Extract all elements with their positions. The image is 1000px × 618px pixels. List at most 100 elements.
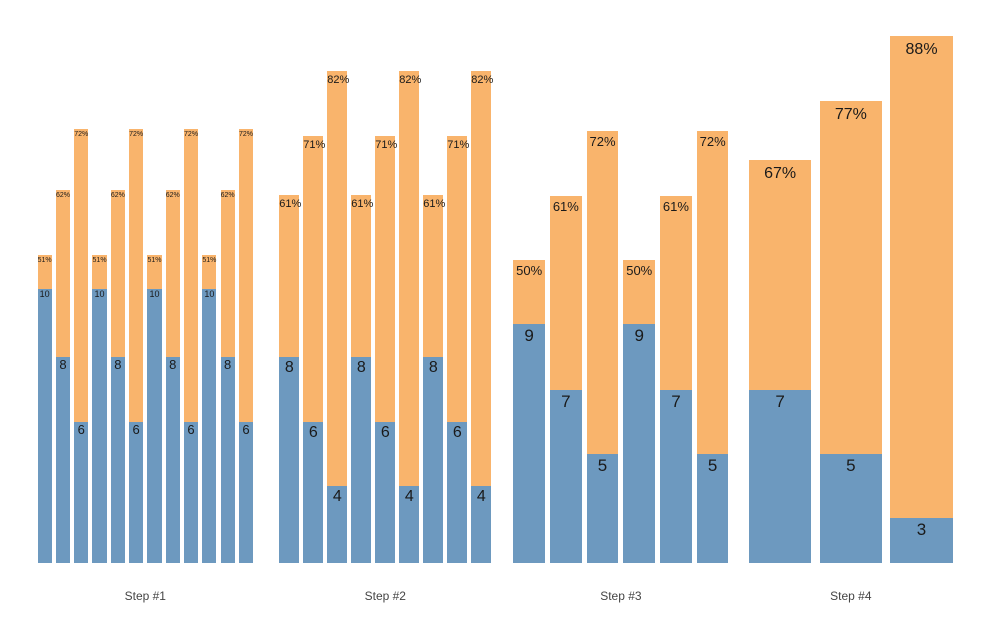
- bar-percent-label: 62%: [110, 192, 125, 199]
- bar-value-label: 9: [634, 326, 644, 345]
- bar-value-label: 8: [59, 357, 67, 372]
- stacked-bar-step2-9[interactable]: 82% 4: [471, 71, 493, 563]
- bar-percent-label: 51%: [202, 257, 217, 264]
- bar-segment-blue[interactable]: 8: [55, 357, 71, 563]
- bar-percent-label: 61%: [423, 198, 446, 210]
- stacked-bar-step3-5[interactable]: 61% 7: [660, 196, 692, 563]
- bar-segment-blue[interactable]: 10: [92, 289, 107, 563]
- bar-percent-label: 50%: [516, 263, 543, 278]
- bar-percent-label: 72%: [699, 134, 726, 149]
- bar-segment-blue[interactable]: 10: [202, 289, 217, 563]
- bar-value-label: 6: [242, 422, 250, 437]
- bar-segment-blue[interactable]: 6: [183, 422, 199, 563]
- bar-segment-blue[interactable]: 6: [375, 422, 396, 563]
- bar-value-label: 6: [187, 422, 195, 437]
- stacked-bar-step1-12[interactable]: 72% 6: [238, 129, 254, 563]
- bar-segment-blue[interactable]: 7: [749, 390, 812, 563]
- x-axis-group-label-step3: Step #3: [600, 589, 642, 603]
- stacked-bar-step2-3[interactable]: 82% 4: [327, 71, 349, 563]
- bar-segment-blue[interactable]: 6: [303, 422, 324, 563]
- bar-value-label: 4: [332, 488, 342, 505]
- bar-value-label: 10: [149, 289, 160, 299]
- stacked-bar-step1-4[interactable]: 51% 10: [92, 255, 107, 563]
- bar-segment-blue[interactable]: 4: [327, 486, 348, 563]
- bar-value-label: 8: [356, 359, 366, 376]
- stacked-bar-step2-2[interactable]: 71% 6: [303, 136, 326, 563]
- stacked-bar-step2-5[interactable]: 71% 6: [375, 136, 397, 563]
- stacked-bar-step1-8[interactable]: 62% 8: [165, 190, 180, 563]
- stacked-bar-step1-11[interactable]: 62% 8: [220, 190, 235, 563]
- stacked-bar-step1-6[interactable]: 72% 6: [129, 129, 144, 563]
- x-axis-group-label-step2: Step #2: [364, 589, 406, 603]
- bar-value-label: 8: [284, 359, 294, 376]
- bar-segment-blue[interactable]: 6: [74, 422, 89, 563]
- bar-segment-blue[interactable]: 8: [279, 357, 300, 563]
- bar-segment-blue[interactable]: 6: [129, 422, 144, 563]
- stacked-bar-step3-6[interactable]: 72% 5: [696, 131, 729, 563]
- bar-value-label: 10: [39, 289, 50, 299]
- bar-percent-label: 61%: [662, 199, 689, 214]
- bar-percent-label: 71%: [447, 139, 470, 151]
- bar-segment-blue[interactable]: 5: [696, 454, 729, 563]
- bar-value-label: 9: [524, 326, 534, 345]
- bar-segment-blue[interactable]: 10: [147, 289, 162, 563]
- bar-percent-label: 51%: [92, 257, 107, 264]
- stacked-bar-step1-7[interactable]: 51% 10: [147, 255, 162, 563]
- bar-segment-blue[interactable]: 3: [890, 518, 953, 563]
- bar-segment-blue[interactable]: 8: [423, 357, 444, 563]
- stacked-bar-step3-2[interactable]: 61% 7: [550, 196, 582, 563]
- bar-value-label: 3: [916, 520, 927, 539]
- bar-value-label: 8: [114, 357, 122, 372]
- stacked-bar-step1-2[interactable]: 62% 8: [55, 190, 71, 563]
- bar-segment-blue[interactable]: 6: [447, 422, 468, 563]
- stacked-bar-step2-4[interactable]: 61% 8: [351, 195, 374, 563]
- bar-value-label: 10: [204, 289, 215, 299]
- bar-value-label: 6: [308, 424, 318, 441]
- bar-segment-blue[interactable]: 6: [238, 422, 254, 563]
- stacked-bar-step1-1[interactable]: 51% 10: [37, 255, 52, 563]
- bar-segment-blue[interactable]: 9: [623, 324, 656, 563]
- bar-segment-blue[interactable]: 8: [351, 357, 372, 563]
- bar-value-label: 4: [404, 488, 414, 505]
- bar-segment-blue[interactable]: 4: [399, 486, 420, 563]
- stacked-bar-step4-2[interactable]: 77% 5: [819, 101, 882, 563]
- bar-percent-label: 72%: [238, 131, 253, 138]
- stacked-bar-step3-3[interactable]: 72% 5: [586, 131, 619, 563]
- bar-value-label: 10: [94, 289, 105, 299]
- stacked-bar-step2-6[interactable]: 82% 4: [399, 71, 421, 563]
- bar-segment-blue[interactable]: 8: [220, 357, 235, 563]
- bar-percent-label: 67%: [764, 165, 797, 182]
- bar-percent-label: 62%: [165, 192, 180, 199]
- bar-percent-label: 72%: [74, 131, 89, 138]
- bar-value-label: 5: [597, 456, 608, 475]
- stacked-bar-step2-7[interactable]: 61% 8: [423, 195, 446, 563]
- stacked-bar-step1-5[interactable]: 62% 8: [110, 190, 125, 563]
- bar-value-label: 6: [132, 422, 140, 437]
- bar-percent-label: 61%: [351, 198, 374, 210]
- stacked-bar-step1-9[interactable]: 72% 6: [183, 129, 199, 563]
- stacked-bar-step3-4[interactable]: 50% 9: [623, 260, 656, 563]
- stacked-bar-step1-3[interactable]: 72% 6: [74, 129, 89, 563]
- bar-value-label: 6: [77, 422, 85, 437]
- bar-segment-blue[interactable]: 8: [165, 357, 180, 563]
- stacked-bar-step4-3[interactable]: 88% 3: [890, 36, 953, 563]
- bar-segment-blue[interactable]: 10: [37, 289, 52, 563]
- bar-segment-blue[interactable]: 5: [819, 454, 882, 563]
- stacked-bar-step2-8[interactable]: 71% 6: [447, 136, 470, 563]
- bar-percent-label: 77%: [834, 106, 867, 123]
- bar-segment-blue[interactable]: 9: [513, 324, 545, 563]
- stacked-bar-step4-1[interactable]: 67% 7: [749, 160, 812, 563]
- bar-segment-blue[interactable]: 8: [110, 357, 125, 563]
- stacked-bar-step2-1[interactable]: 61% 8: [279, 195, 301, 563]
- stacked-bar-step3-1[interactable]: 50% 9: [513, 260, 545, 563]
- bar-value-label: 8: [169, 357, 177, 372]
- bar-segment-blue[interactable]: 5: [586, 454, 619, 563]
- stacked-bar-step1-10[interactable]: 51% 10: [202, 255, 217, 563]
- x-axis-group-label-step1: Step #1: [124, 589, 166, 603]
- bar-segment-blue[interactable]: 4: [471, 486, 492, 563]
- bar-percent-label: 50%: [626, 263, 653, 278]
- bar-segment-blue[interactable]: 7: [550, 390, 582, 563]
- bar-percent-label: 71%: [303, 139, 326, 151]
- bar-segment-blue[interactable]: 7: [660, 390, 692, 563]
